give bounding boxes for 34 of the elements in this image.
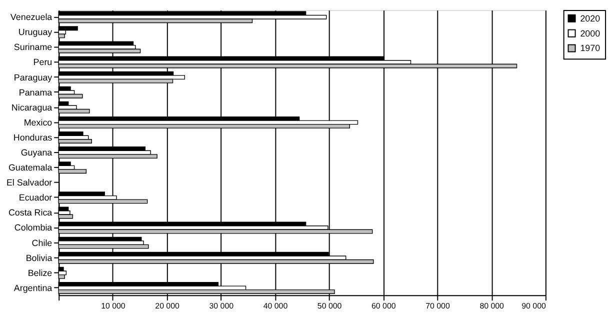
y-tick-label: Colombia [14, 222, 52, 233]
y-tick-label: Paraguay [14, 72, 53, 82]
x-tick-label: 90 000 [522, 302, 547, 311]
y-tick-label: El Salvador [6, 178, 52, 188]
y-tick-label: Bolivia [26, 252, 52, 263]
y-tick-label: Uruguay [18, 27, 53, 38]
y-tick-label: Suriname [14, 42, 52, 52]
x-tick-label: 10 000 [101, 302, 126, 311]
y-tick-label: Mexico [24, 117, 52, 128]
legend-label: 1970 [580, 43, 600, 54]
bar [58, 75, 185, 80]
y-tick-label: Peru [33, 57, 52, 68]
legend-label: 2000 [580, 28, 600, 38]
y-tick-label: Chile [32, 238, 52, 248]
x-tick-label: 60 000 [372, 302, 396, 311]
legend-label: 2020 [580, 13, 600, 24]
x-tick-label: 50 000 [317, 302, 342, 311]
y-tick-label: Guyana [20, 148, 52, 158]
y-tick-label: Costa Rica [8, 208, 52, 218]
y-tick-label: Belize [28, 268, 52, 278]
x-tick-label: 70 000 [426, 302, 450, 311]
x-tick-label: 20 000 [155, 302, 180, 311]
y-tick-label: Ecuador [18, 192, 52, 203]
y-tick-label: Nicaragua [11, 102, 52, 112]
x-tick-label: 40 000 [263, 302, 288, 311]
bar [58, 270, 67, 276]
y-tick-label: Venezuela [10, 12, 52, 22]
x-tick-label: 30 000 [209, 302, 234, 311]
bar [58, 210, 70, 215]
y-tick-label: Guatemala [8, 162, 52, 173]
x-tick-label: 80 000 [480, 302, 505, 311]
y-tick-label: Honduras [13, 132, 53, 142]
y-tick-label: Panama [18, 87, 52, 98]
y-tick-label: Argentina [14, 282, 52, 293]
